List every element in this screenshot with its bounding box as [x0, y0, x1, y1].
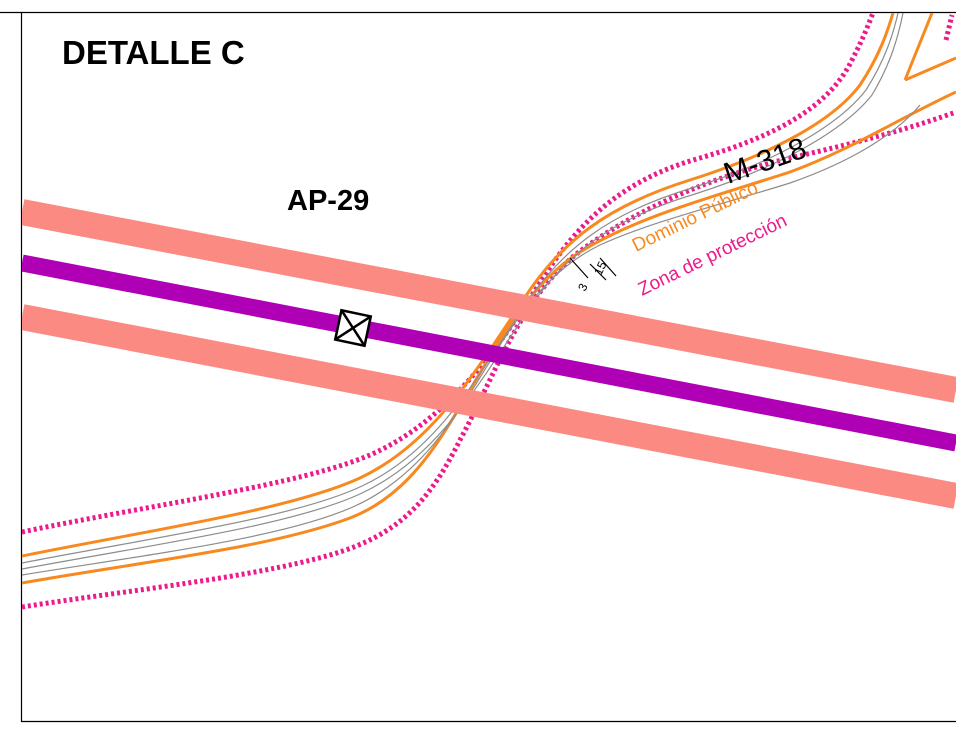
- domain-line-south: [22, 90, 956, 585]
- dimension-inner-label: 3: [575, 281, 591, 293]
- domain-line-north: [22, 13, 895, 558]
- dimension-marks: [569, 257, 617, 281]
- road-name: M-318: [720, 132, 811, 191]
- road-edge-2: [22, 13, 904, 570]
- corridor-band-north: [22, 199, 956, 403]
- dimension-outer-label: 15: [591, 259, 610, 277]
- tower-crossbox-icon: [333, 308, 373, 348]
- line-label: AP-29: [287, 185, 369, 217]
- line-axis: [22, 254, 956, 452]
- road-edge-1: [22, 13, 899, 564]
- detail-title: DETALLE C: [62, 34, 245, 71]
- protection-line-far: [943, 14, 955, 41]
- domain-line-ramp: [903, 13, 956, 82]
- protection-line-north: [22, 13, 876, 535]
- corridor-band-south: [22, 304, 956, 509]
- public-domain-lines: [22, 13, 956, 585]
